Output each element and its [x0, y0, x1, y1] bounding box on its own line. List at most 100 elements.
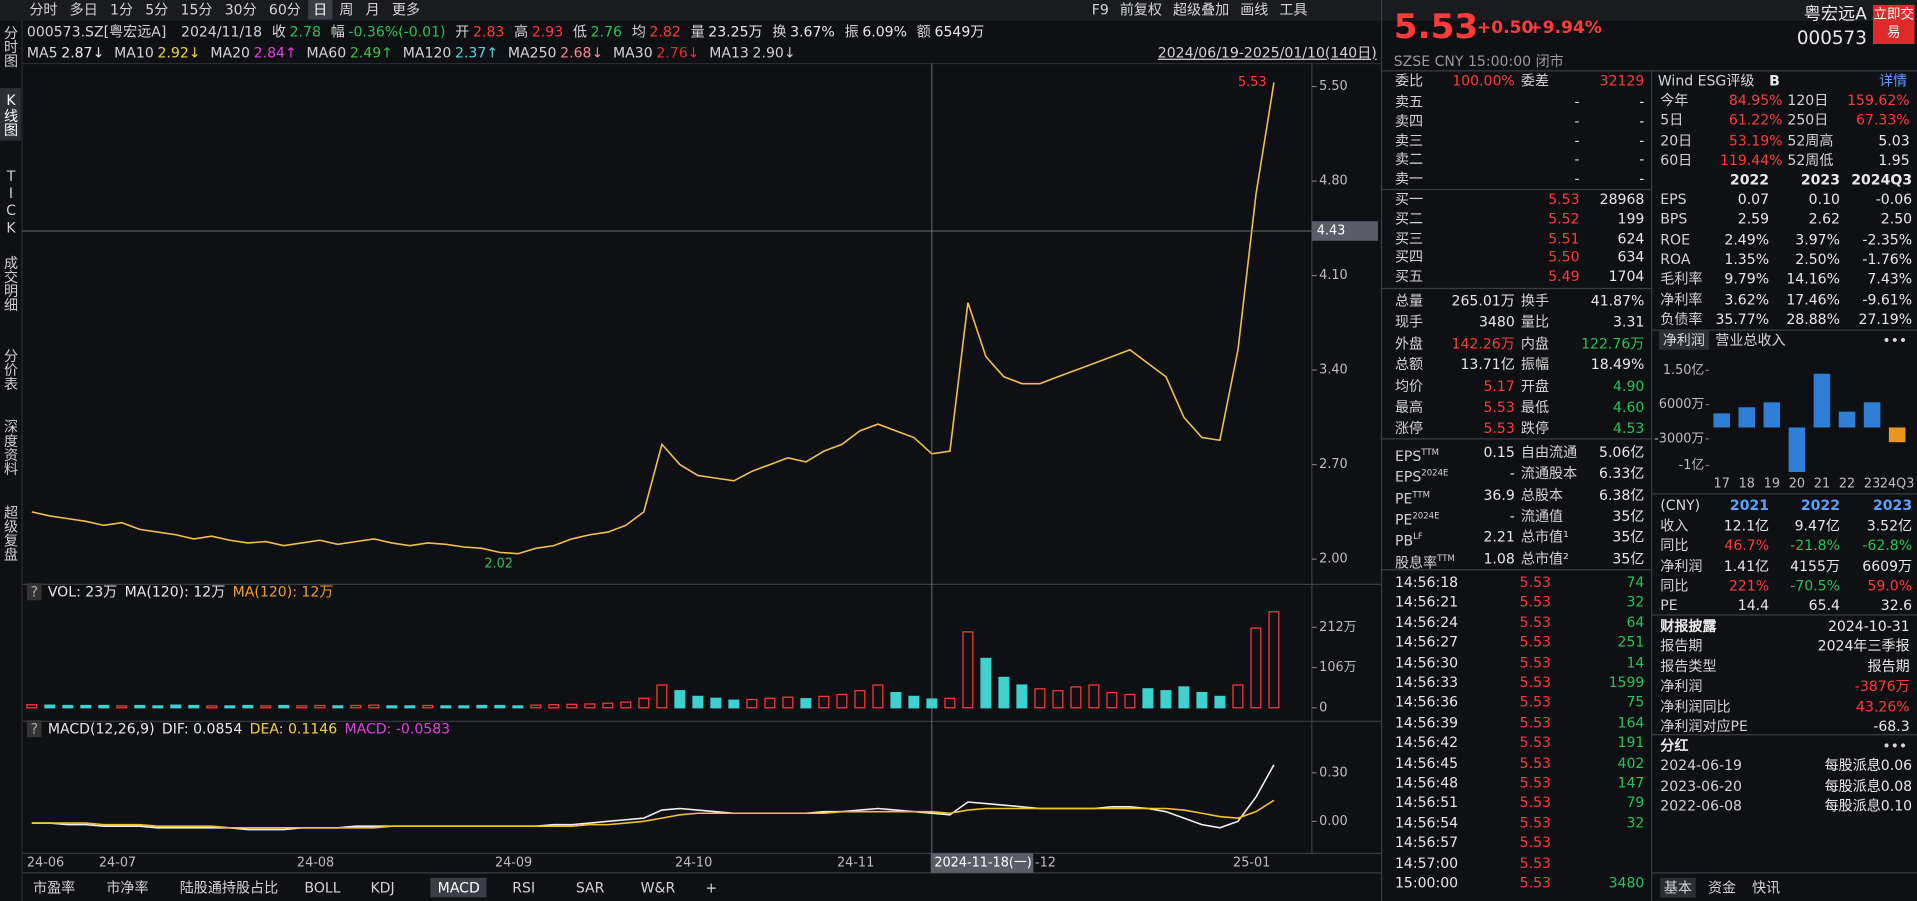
volume-bar [836, 693, 848, 709]
tab[interactable]: 更多 [391, 1, 421, 19]
indicator-tab[interactable]: RSI [512, 879, 536, 897]
chart-tab[interactable]: 营业总收入 [1715, 331, 1786, 349]
label: 120日 [1787, 91, 1829, 109]
volume-bar [1070, 686, 1082, 709]
indicator-tab[interactable]: BOLL [304, 879, 341, 897]
trade-volume: 191 [1617, 733, 1645, 751]
indicator-tab[interactable]: 市净率 [106, 879, 149, 897]
level-price: - [1574, 112, 1580, 130]
trade-price: 5.53 [1519, 813, 1551, 832]
tab[interactable]: 分时 [29, 1, 58, 19]
indicator-tab[interactable]: 陆股通持股占比 [179, 879, 279, 897]
tab[interactable]: 日 [308, 0, 333, 20]
side-tab[interactable]: 分时图 [2, 25, 20, 68]
side-tab[interactable]: TICK [2, 167, 20, 236]
label: 股息率TTM [1395, 548, 1455, 570]
value: 18.49% [1590, 356, 1645, 374]
indicator-tab[interactable]: MACD [430, 877, 488, 898]
bottom-tab[interactable]: 快讯 [1751, 879, 1781, 897]
ma-value: 2.92↓ [157, 44, 201, 62]
indicator-tab[interactable]: SAR [575, 879, 605, 897]
row-label: 净利润 [1660, 677, 1703, 695]
cell: 17.46% [1786, 290, 1840, 308]
field-value: 6.09% [862, 23, 908, 41]
tool-button[interactable]: 工具 [1279, 1, 1308, 19]
y-tick-label: 1.50亿 [1663, 363, 1705, 378]
side-tab[interactable]: 超级复盘 [2, 504, 20, 562]
tab[interactable]: 多日 [69, 1, 98, 19]
cell: 2.50% [1795, 250, 1840, 268]
tab[interactable]: 周 [339, 1, 354, 19]
label: 委比 [1394, 72, 1424, 90]
help-icon[interactable]: ? [26, 583, 42, 601]
tab[interactable]: 30分 [224, 1, 257, 19]
indicator-tab[interactable]: 市盈率 [33, 879, 76, 897]
y-tick-label: -1亿 [1679, 458, 1705, 473]
tool-button[interactable]: 超级叠加 [1172, 1, 1230, 19]
x-tick-label: 19 [1764, 477, 1780, 492]
last-price: 5.53 [1393, 6, 1479, 47]
profit-bar [1838, 411, 1856, 428]
side-tab[interactable]: 成交明细 [2, 255, 20, 312]
field-label: 量 [690, 23, 705, 41]
tab[interactable]: 月 [365, 1, 380, 19]
tab[interactable]: 5分 [145, 1, 169, 19]
ma-value: 2.90↓ [752, 44, 796, 62]
level-price: 5.52 [1548, 210, 1580, 228]
value: 35亿 [1612, 549, 1645, 567]
tab[interactable]: 15分 [180, 1, 213, 19]
tab[interactable]: 60分 [268, 1, 301, 19]
tab[interactable]: 1分 [110, 1, 134, 19]
label: EPSTTM [1395, 443, 1439, 464]
row-label: 同比 [1660, 576, 1689, 595]
level-price: - [1574, 92, 1580, 111]
more-button[interactable]: ••• [1882, 331, 1908, 349]
tool-button[interactable]: F9 [1091, 1, 1109, 19]
field-value: 2.76 [590, 23, 622, 41]
label: 52周低 [1787, 151, 1834, 169]
tool-button[interactable]: 画线 [1240, 1, 1269, 19]
y-tick-label: 6000万 [1659, 397, 1705, 412]
value: 119.44% [1719, 151, 1783, 169]
legend-item: DEA: 0.1146 [249, 720, 338, 738]
chart-tab[interactable]: 净利润 [1659, 330, 1709, 350]
level-price: 5.49 [1548, 267, 1580, 286]
x-tick-label: 24-11 [837, 856, 874, 871]
row-label: ROE [1660, 230, 1690, 248]
row-label: 净利润 [1660, 556, 1703, 575]
y-tick-label: 0 [1319, 700, 1327, 715]
trade-price: 5.53 [1519, 713, 1551, 731]
trade-time: 14:56:45 [1394, 753, 1459, 771]
trade-price: 5.53 [1519, 573, 1551, 591]
security: 000573.SZ[粤宏远A] [26, 23, 167, 41]
trade-volume: 1599 [1608, 673, 1645, 691]
indicator-tab[interactable]: W&R [640, 879, 676, 897]
level-volume: 1704 [1608, 267, 1645, 286]
volume-bar [62, 704, 74, 709]
side-tab[interactable]: K线图 [0, 88, 21, 141]
quote-line: 000573.SZ[粤宏远A] 2024/11/18 收 2.78 幅 -0.36%(-0… [27, 22, 994, 42]
side-tab[interactable]: 深度资料 [2, 419, 20, 476]
label-main: PB [1394, 532, 1414, 550]
label-sup: 2024E [1421, 468, 1449, 479]
trade-button[interactable]: 立即交易 [1872, 4, 1915, 45]
label: 250日 [1787, 111, 1829, 129]
indicator-tab[interactable]: + [705, 879, 718, 897]
bottom-tab[interactable]: 资金 [1707, 879, 1737, 897]
x-tick-label: -12 [1035, 856, 1056, 871]
bottom-tab[interactable]: 基本 [1660, 877, 1696, 898]
trade-volume: 74 [1626, 573, 1645, 591]
volume-bar [1034, 688, 1046, 709]
esg-detail[interactable]: 详情 [1879, 72, 1908, 90]
value: 3.31 [1613, 313, 1645, 331]
side-tab[interactable]: 分价表 [2, 348, 20, 391]
indicator-tab[interactable]: KDJ [370, 879, 395, 897]
more-button[interactable]: ••• [1882, 737, 1908, 755]
help-icon[interactable]: ? [26, 720, 42, 738]
field-label: 振 [844, 23, 859, 41]
value: 122.76万 [1581, 334, 1645, 352]
tool-button[interactable]: 前复权 [1119, 1, 1162, 19]
trade-volume: 32 [1626, 813, 1645, 832]
level-volume: 624 [1617, 229, 1645, 247]
label: 总额 [1394, 356, 1424, 374]
